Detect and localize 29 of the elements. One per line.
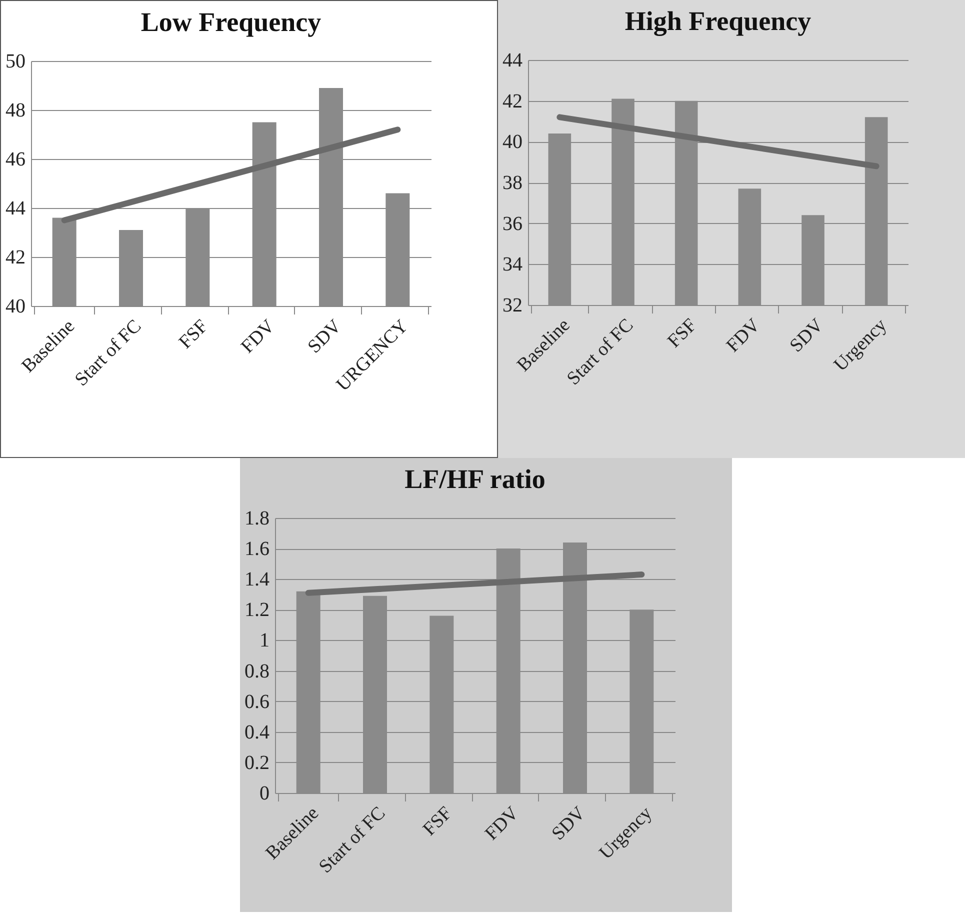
y-tick-label: 1.4	[244, 568, 270, 591]
y-tick-label: 0.4	[244, 721, 270, 744]
y-tick-label: 50	[6, 50, 26, 72]
chart-title: Low Frequency	[140, 7, 322, 37]
y-tick-label: 34	[502, 254, 522, 276]
x-tick-label: FSF	[419, 802, 456, 840]
y-tick-label: 1.6	[244, 538, 270, 560]
y-tick-label: 0.2	[244, 752, 270, 774]
y-tick-label: 0.6	[244, 690, 270, 713]
y-tick-label: 44	[6, 198, 26, 220]
chart-title: High Frequency	[624, 6, 812, 36]
y-tick-label: 42	[502, 90, 522, 112]
y-tick-label: 0.8	[244, 660, 270, 682]
y-tick-label: 1.2	[244, 599, 270, 622]
y-tick-label: 48	[6, 100, 26, 122]
y-tick-label: 0	[260, 782, 270, 804]
y-tick-label: 42	[6, 246, 26, 268]
y-tick-label: 36	[502, 212, 522, 235]
y-tick-label: 32	[502, 294, 522, 316]
y-tick-label: 1	[260, 630, 270, 652]
x-tick-label: FSF	[175, 316, 212, 354]
y-tick-label: 1.8	[244, 508, 270, 530]
chart-title: LF/HF ratio	[404, 464, 546, 494]
y-tick-label: 46	[6, 148, 26, 170]
x-tick-label: FSF	[664, 314, 701, 352]
y-tick-label: 40	[502, 131, 522, 154]
y-tick-label: 40	[6, 296, 26, 318]
y-tick-label: 38	[502, 172, 522, 194]
y-tick-label: 44	[502, 50, 522, 72]
